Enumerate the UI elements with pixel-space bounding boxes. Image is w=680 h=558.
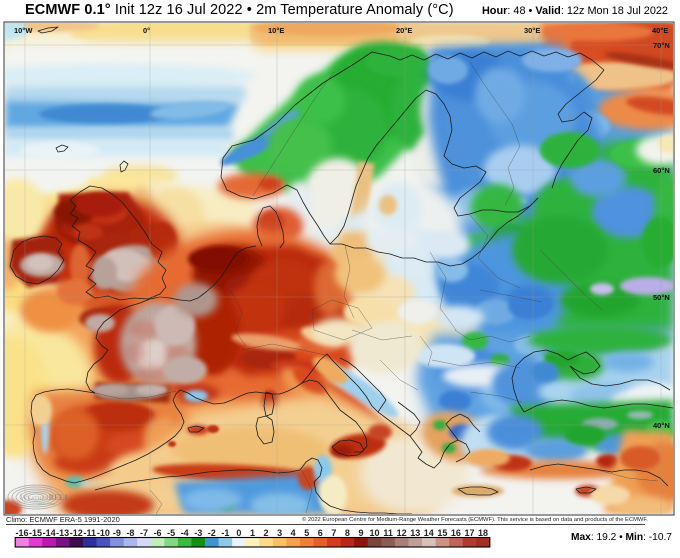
svg-text:-8: -8	[126, 528, 134, 538]
svg-text:-5: -5	[167, 528, 175, 538]
svg-text:18: 18	[478, 528, 488, 538]
svg-text:6: 6	[318, 528, 323, 538]
svg-text:-13: -13	[56, 528, 69, 538]
svg-text:-4: -4	[181, 528, 189, 538]
svg-text:30°E: 30°E	[524, 26, 540, 35]
svg-text:-15: -15	[29, 528, 42, 538]
svg-text:17: 17	[464, 528, 474, 538]
svg-text:20°E: 20°E	[396, 26, 412, 35]
svg-text:-14: -14	[43, 528, 56, 538]
svg-text:-2: -2	[208, 528, 216, 538]
svg-text:14: 14	[424, 528, 434, 538]
svg-text:-10: -10	[97, 528, 110, 538]
svg-text:60°N: 60°N	[653, 166, 670, 175]
svg-text:10°W: 10°W	[14, 26, 33, 35]
svg-text:-12: -12	[70, 528, 83, 538]
svg-text:-11: -11	[84, 528, 97, 538]
svg-text:16: 16	[451, 528, 461, 538]
svg-text:13: 13	[410, 528, 420, 538]
svg-text:10: 10	[370, 528, 380, 538]
svg-text:0: 0	[236, 528, 241, 538]
svg-text:9: 9	[358, 528, 363, 538]
svg-text:12: 12	[397, 528, 407, 538]
svg-text:ANALYTICS: ANALYTICS	[38, 502, 55, 506]
svg-text:WEATHERBELL: WEATHERBELL	[20, 493, 70, 502]
svg-text:50°N: 50°N	[653, 293, 670, 302]
svg-text:3: 3	[277, 528, 282, 538]
svg-text:40°N: 40°N	[653, 421, 670, 430]
svg-text:40°E: 40°E	[652, 26, 668, 35]
svg-text:-6: -6	[154, 528, 162, 538]
svg-text:11: 11	[383, 528, 393, 538]
svg-text:-3: -3	[194, 528, 202, 538]
svg-text:-1: -1	[221, 528, 229, 538]
svg-text:7: 7	[331, 528, 336, 538]
svg-text:-9: -9	[113, 528, 121, 538]
svg-text:5: 5	[304, 528, 309, 538]
svg-text:15: 15	[437, 528, 447, 538]
svg-text:2: 2	[264, 528, 269, 538]
svg-text:-7: -7	[140, 528, 148, 538]
svg-text:1: 1	[250, 528, 255, 538]
svg-text:8: 8	[345, 528, 350, 538]
svg-text:10°E: 10°E	[268, 26, 284, 35]
svg-text:0°: 0°	[143, 26, 150, 35]
svg-text:-16: -16	[15, 528, 28, 538]
svg-text:4: 4	[291, 528, 296, 538]
svg-text:70°N: 70°N	[653, 41, 670, 50]
